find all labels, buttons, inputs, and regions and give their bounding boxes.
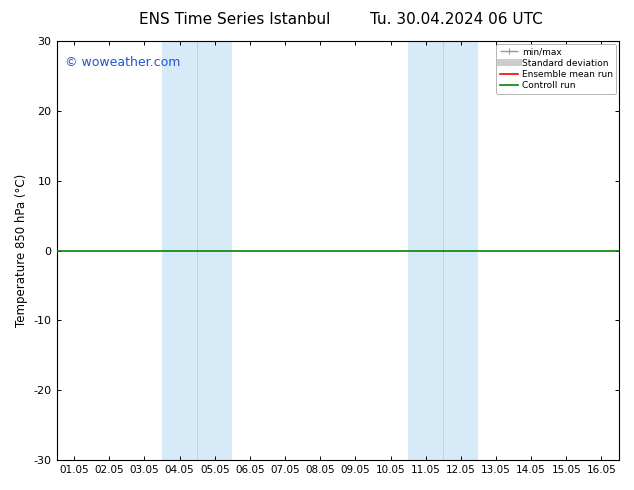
Text: Tu. 30.04.2024 06 UTC: Tu. 30.04.2024 06 UTC [370, 12, 543, 27]
Y-axis label: Temperature 850 hPa (°C): Temperature 850 hPa (°C) [15, 174, 28, 327]
Legend: min/max, Standard deviation, Ensemble mean run, Controll run: min/max, Standard deviation, Ensemble me… [496, 44, 616, 94]
Bar [408, 41, 479, 460]
Text: © woweather.com: © woweather.com [65, 56, 180, 69]
Bar [162, 41, 232, 460]
Text: ENS Time Series Istanbul: ENS Time Series Istanbul [139, 12, 330, 27]
